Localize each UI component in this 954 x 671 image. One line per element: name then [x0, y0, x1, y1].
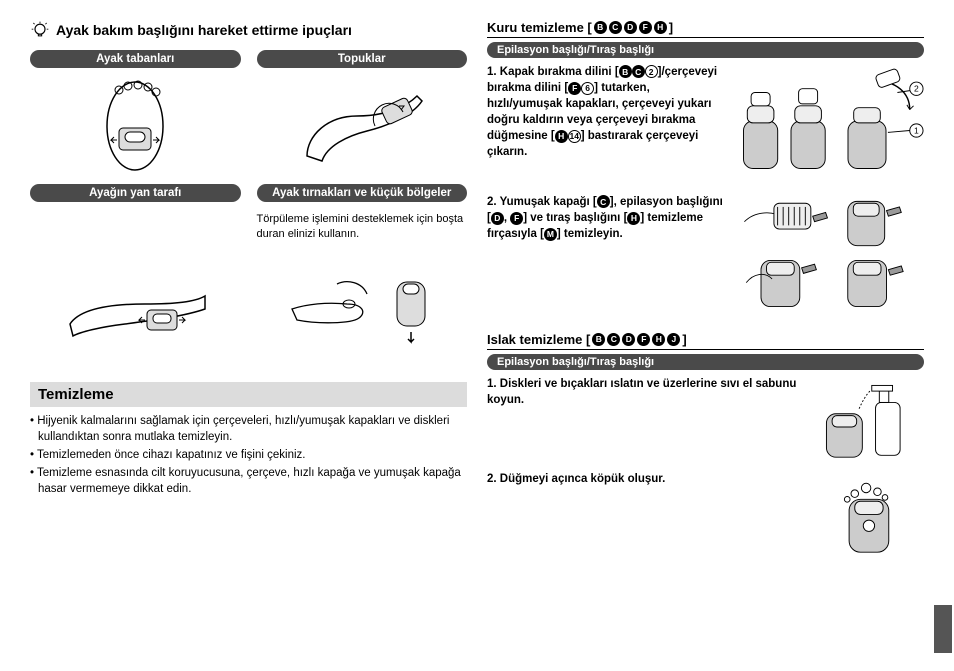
dry-step-1-text: 1. Kapak bırakma dilini [BC2]/çerçeveyi … [487, 64, 724, 184]
s1-badge-f: F [568, 82, 581, 95]
wet-step-2-text: 2. Düğmeyi açınca köpük oluşur. [487, 471, 804, 556]
callout-1: 1 [914, 125, 919, 135]
tips-grid: Ayak tabanları Topuklar [30, 50, 467, 354]
wet-title-suffix: ] [682, 332, 686, 347]
badge-f: F [639, 21, 652, 34]
s1-badge-b: B [619, 65, 632, 78]
wbadge-j: J [667, 333, 680, 346]
wet-sub-pill: Epilasyon başlığı/Tıraş başlığı [487, 354, 924, 370]
dry-sub-pill: Epilasyon başlığı/Tıraş başlığı [487, 42, 924, 58]
manual-page: Ayak bakım başlığını hareket ettirme ipu… [0, 0, 954, 671]
s1-badge-h: H [555, 130, 568, 143]
dry-cleaning-heading: Kuru temizleme [ B C D F H ] [487, 20, 924, 38]
s2t5: ] temizleyin. [557, 228, 623, 240]
s1-num-14: 14 [568, 130, 581, 143]
bullet-2: • Temizlemeden önce cihazı kapatınız ve … [30, 447, 467, 463]
badge-b: B [594, 21, 607, 34]
s2-badge-f: F [510, 212, 523, 225]
dry-step-2-text: 2. Yumuşak kapağı [C], epilasyon başlığı… [487, 194, 724, 314]
s2-badge-d: D [491, 212, 504, 225]
dry-title-prefix: Kuru temizleme [ [487, 20, 592, 35]
illus-toenails [257, 254, 468, 354]
wet-title-prefix: Islak temizleme [ [487, 332, 590, 347]
dry-title-suffix: ] [669, 20, 673, 35]
right-column: Kuru temizleme [ B C D F H ] Epilasyon b… [487, 20, 924, 651]
lightbulb-icon [30, 20, 50, 40]
badge-h: H [654, 21, 667, 34]
badge-d: D [624, 21, 637, 34]
wbadge-h: H [652, 333, 665, 346]
page-edge-tab [934, 605, 952, 653]
pill-side: Ayağın yan tarafı [30, 184, 241, 202]
toenails-note: Törpüleme işlemini desteklemek için boşt… [257, 210, 468, 246]
bullet-1: • Hijyenik kalmalarını sağlamak için çer… [30, 413, 467, 445]
s2-badge-h: H [627, 212, 640, 225]
cleaning-heading: Temizleme [30, 382, 467, 407]
illus-side [30, 254, 241, 354]
s2t3: ] ve tıraş başlığını [ [523, 212, 627, 224]
wet-step-2-illus [814, 471, 924, 556]
dry-step-1-illus: 2 1 [734, 64, 924, 184]
wbadge-f: F [637, 333, 650, 346]
wet-cleaning-heading: Islak temizleme [ B C D F H J ] [487, 332, 924, 350]
bullet-3: • Temizleme esnasında cilt koruyucusuna,… [30, 465, 467, 497]
wet-step-2: 2. Düğmeyi açınca köpük oluşur. [487, 471, 924, 556]
left-column: Ayak bakım başlığını hareket ettirme ipu… [30, 20, 467, 651]
wbadge-b: B [592, 333, 605, 346]
callout-2: 2 [914, 84, 919, 94]
s1-num-2: 2 [645, 65, 658, 78]
s2-badge-c: C [597, 195, 610, 208]
pill-soles: Ayak tabanları [30, 50, 241, 68]
wet-step-1-illus [814, 376, 924, 461]
wet-step-1: 1. Diskleri ve bıçakları ıslatın ve üzer… [487, 376, 924, 461]
s2-badge-m: M [544, 228, 557, 241]
tips-heading: Ayak bakım başlığını hareket ettirme ipu… [30, 20, 467, 40]
pill-toenails: Ayak tırnakları ve küçük bölgeler [257, 184, 468, 202]
pill-heels: Topuklar [257, 50, 468, 68]
wbadge-d: D [622, 333, 635, 346]
illus-heels [257, 76, 468, 176]
illus-soles [30, 76, 241, 176]
badge-c: C [609, 21, 622, 34]
wet-step-1-text: 1. Diskleri ve bıçakları ıslatın ve üzer… [487, 376, 804, 461]
s2t1: 2. Yumuşak kapağı [ [487, 196, 597, 208]
s1-badge-c: C [632, 65, 645, 78]
tips-title-text: Ayak bakım başlığını hareket ettirme ipu… [56, 22, 352, 38]
s1t1: 1. Kapak bırakma dilini [ [487, 66, 619, 78]
dry-step-2: 2. Yumuşak kapağı [C], epilasyon başlığı… [487, 194, 924, 314]
dry-step-2-illus [734, 194, 924, 314]
cleaning-bullets: • Hijyenik kalmalarını sağlamak için çer… [30, 413, 467, 499]
dry-step-1: 1. Kapak bırakma dilini [BC2]/çerçeveyi … [487, 64, 924, 184]
wbadge-c: C [607, 333, 620, 346]
s1-num-6: 6 [581, 82, 594, 95]
